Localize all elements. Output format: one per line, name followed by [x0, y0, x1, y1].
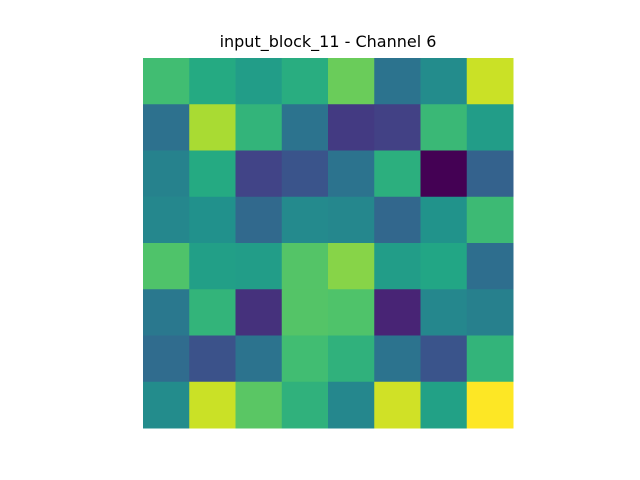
heatmap-cell-r2-c0 [143, 150, 190, 198]
heatmap-cell-r7-c6 [420, 381, 468, 429]
heatmap-cell-r6-c4 [328, 335, 375, 383]
heatmap-cell-r7-c1 [189, 381, 236, 429]
heatmap-cell-r7-c5 [374, 381, 421, 429]
chart-title: input_block_11 - Channel 6 [219, 32, 437, 51]
heatmap-cell-r6-c0 [143, 335, 190, 383]
heatmap-cell-r0-c3 [281, 58, 329, 105]
heatmap-cell-r7-c0 [143, 381, 190, 429]
heatmap-cell-r4-c1 [189, 243, 236, 290]
heatmap-cell-r6-c7 [466, 335, 514, 383]
heatmap-cell-r6-c6 [420, 335, 468, 383]
heatmap-cell-r1-c3 [281, 104, 329, 151]
heatmap-cell-r2-c3 [281, 150, 329, 198]
heatmap-cell-r5-c0 [143, 289, 190, 336]
heatmap-cell-r0-c1 [189, 58, 236, 105]
heatmap-cell-r5-c7 [466, 289, 514, 336]
heatmap-cell-r3-c1 [189, 196, 236, 244]
heatmap-cell-r1-c6 [420, 104, 468, 151]
heatmap-cell-r3-c6 [420, 196, 468, 244]
heatmap-cell-r1-c0 [143, 104, 190, 151]
heatmap-cell-r1-c7 [466, 104, 514, 151]
heatmap-cell-r4-c5 [374, 243, 421, 290]
heatmap-cell-r2-c1 [189, 150, 236, 198]
heatmap-cell-r4-c3 [281, 243, 329, 290]
heatmap-cell-r0-c5 [374, 58, 421, 105]
heatmap-cell-r2-c5 [374, 150, 421, 198]
heatmap-cell-r3-c3 [281, 196, 329, 244]
heatmap-cell-r3-c5 [374, 196, 421, 244]
heatmap-cell-r3-c2 [235, 196, 283, 244]
heatmap-cell-r0-c4 [328, 58, 375, 105]
heatmap-cell-r1-c5 [374, 104, 421, 151]
heatmap-cells [143, 58, 514, 429]
heatmap-cell-r0-c7 [466, 58, 514, 105]
heatmap-cell-r1-c2 [235, 104, 283, 151]
heatmap-cell-r1-c4 [328, 104, 375, 151]
heatmap-cell-r0-c6 [420, 58, 468, 105]
heatmap-cell-r5-c6 [420, 289, 468, 336]
heatmap-cell-r2-c2 [235, 150, 283, 198]
heatmap-cell-r7-c4 [328, 381, 375, 429]
heatmap-cell-r2-c4 [328, 150, 375, 198]
heatmap-cell-r5-c3 [281, 289, 329, 336]
heatmap-cell-r3-c7 [466, 196, 514, 244]
heatmap-cell-r5-c5 [374, 289, 421, 336]
heatmap-cell-r5-c2 [235, 289, 283, 336]
heatmap-cell-r6-c2 [235, 335, 283, 383]
heatmap-cell-r5-c1 [189, 289, 236, 336]
heatmap-cell-r4-c2 [235, 243, 283, 290]
heatmap-cell-r7-c2 [235, 381, 283, 429]
heatmap-cell-r4-c6 [420, 243, 468, 290]
heatmap-cell-r3-c4 [328, 196, 375, 244]
heatmap-cell-r0-c0 [143, 58, 190, 105]
heatmap-cell-r4-c4 [328, 243, 375, 290]
heatmap-cell-r6-c1 [189, 335, 236, 383]
heatmap-cell-r7-c7 [466, 381, 514, 429]
heatmap-cell-r4-c0 [143, 243, 190, 290]
heatmap-cell-r4-c7 [466, 243, 514, 290]
heatmap-cell-r3-c0 [143, 196, 190, 244]
heatmap-cell-r6-c5 [374, 335, 421, 383]
heatmap-cell-r0-c2 [235, 58, 283, 105]
heatmap-cell-r2-c6 [420, 150, 468, 198]
heatmap-cell-r7-c3 [281, 381, 329, 429]
heatmap-cell-r6-c3 [281, 335, 329, 383]
heatmap-cell-r2-c7 [466, 150, 514, 198]
heatmap-cell-r5-c4 [328, 289, 375, 336]
heatmap-cell-r1-c1 [189, 104, 236, 151]
